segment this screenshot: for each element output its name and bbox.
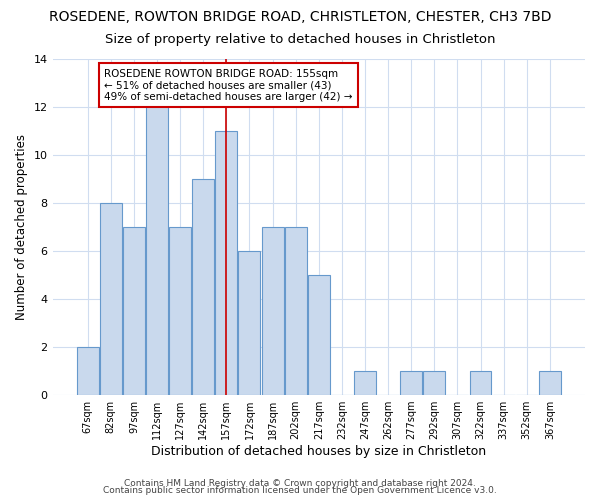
Bar: [192, 179, 214, 394]
Bar: [169, 227, 191, 394]
Bar: [539, 370, 561, 394]
Text: Contains HM Land Registry data © Crown copyright and database right 2024.: Contains HM Land Registry data © Crown c…: [124, 478, 476, 488]
Bar: [238, 251, 260, 394]
Bar: [77, 346, 98, 395]
Bar: [354, 370, 376, 394]
Text: Contains public sector information licensed under the Open Government Licence v3: Contains public sector information licen…: [103, 486, 497, 495]
Text: ROSEDENE ROWTON BRIDGE ROAD: 155sqm
← 51% of detached houses are smaller (43)
49: ROSEDENE ROWTON BRIDGE ROAD: 155sqm ← 51…: [104, 68, 352, 102]
Bar: [262, 227, 284, 394]
Text: ROSEDENE, ROWTON BRIDGE ROAD, CHRISTLETON, CHESTER, CH3 7BD: ROSEDENE, ROWTON BRIDGE ROAD, CHRISTLETO…: [49, 10, 551, 24]
Text: Size of property relative to detached houses in Christleton: Size of property relative to detached ho…: [105, 32, 495, 46]
Bar: [100, 203, 122, 394]
Bar: [400, 370, 422, 394]
Bar: [146, 83, 168, 394]
Bar: [424, 370, 445, 394]
Y-axis label: Number of detached properties: Number of detached properties: [15, 134, 28, 320]
X-axis label: Distribution of detached houses by size in Christleton: Distribution of detached houses by size …: [151, 444, 487, 458]
Bar: [215, 131, 238, 394]
Bar: [123, 227, 145, 394]
Bar: [308, 274, 330, 394]
Bar: [470, 370, 491, 394]
Bar: [284, 227, 307, 394]
